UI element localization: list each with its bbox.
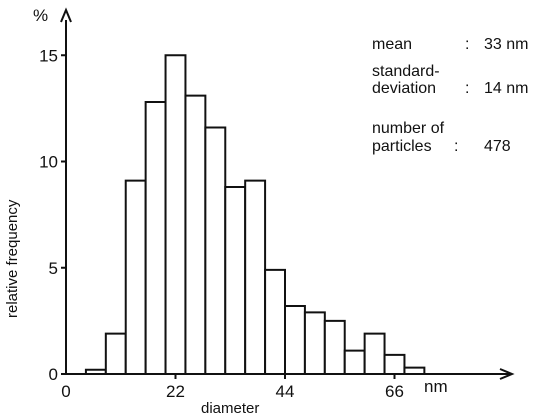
count-separator: : bbox=[454, 138, 458, 155]
mean-value: 33 nm bbox=[484, 36, 528, 53]
x-axis-unit: nm bbox=[424, 377, 448, 396]
std-separator: : bbox=[465, 80, 469, 97]
histogram-bar-11 bbox=[284, 305, 306, 375]
count-label-line2: particles bbox=[372, 138, 432, 155]
x-tick-label-1: 0 bbox=[61, 382, 70, 401]
mean-separator: : bbox=[465, 36, 469, 53]
std-label-line1: standard- bbox=[372, 63, 440, 80]
y-axis-label: relative frequency bbox=[4, 199, 21, 318]
y-tick-label-4: 15 bbox=[39, 46, 58, 65]
y-ticks: 0 5 10 15 bbox=[39, 46, 66, 384]
histogram-bar-16 bbox=[383, 353, 406, 375]
histogram-bar-2 bbox=[104, 332, 127, 375]
histogram-bar-8 bbox=[224, 186, 247, 375]
y-tick-label-3: 10 bbox=[39, 153, 58, 172]
y-axis bbox=[60, 7, 72, 374]
std-value: 14 nm bbox=[484, 80, 528, 97]
histogram-bar-9 bbox=[244, 179, 267, 375]
stats-annotations: mean : 33 nm standard- deviation : 14 nm… bbox=[372, 36, 528, 155]
x-axis-label: diameter bbox=[201, 400, 259, 417]
bars-group bbox=[84, 54, 426, 375]
x-tick-label-2: 22 bbox=[166, 382, 185, 401]
y-tick-label-1: 0 bbox=[49, 365, 58, 384]
histogram-bar-6 bbox=[184, 94, 207, 375]
histogram-bar-14 bbox=[343, 349, 366, 375]
y-tick-label-2: 5 bbox=[49, 259, 58, 278]
histogram-bar-7 bbox=[204, 126, 227, 375]
count-label-line1: number of bbox=[372, 120, 445, 137]
x-tick-label-4: 66 bbox=[385, 382, 404, 401]
x-tick-label-3: 44 bbox=[276, 382, 295, 401]
mean-label: mean bbox=[372, 36, 412, 53]
histogram-bar-4 bbox=[144, 101, 167, 375]
count-value: 478 bbox=[484, 138, 511, 155]
x-axis bbox=[66, 368, 515, 380]
x-ticks: 0 22 44 66 bbox=[61, 374, 404, 401]
y-axis-unit: % bbox=[33, 6, 48, 25]
histogram-bar-5 bbox=[164, 54, 187, 375]
histogram-bar-13 bbox=[323, 319, 346, 375]
std-label-line2: deviation bbox=[372, 80, 436, 97]
histogram-bar-3 bbox=[124, 179, 147, 375]
histogram-bar-10 bbox=[264, 268, 287, 375]
histogram-bar-12 bbox=[303, 311, 326, 375]
histogram-bar-15 bbox=[363, 332, 386, 375]
